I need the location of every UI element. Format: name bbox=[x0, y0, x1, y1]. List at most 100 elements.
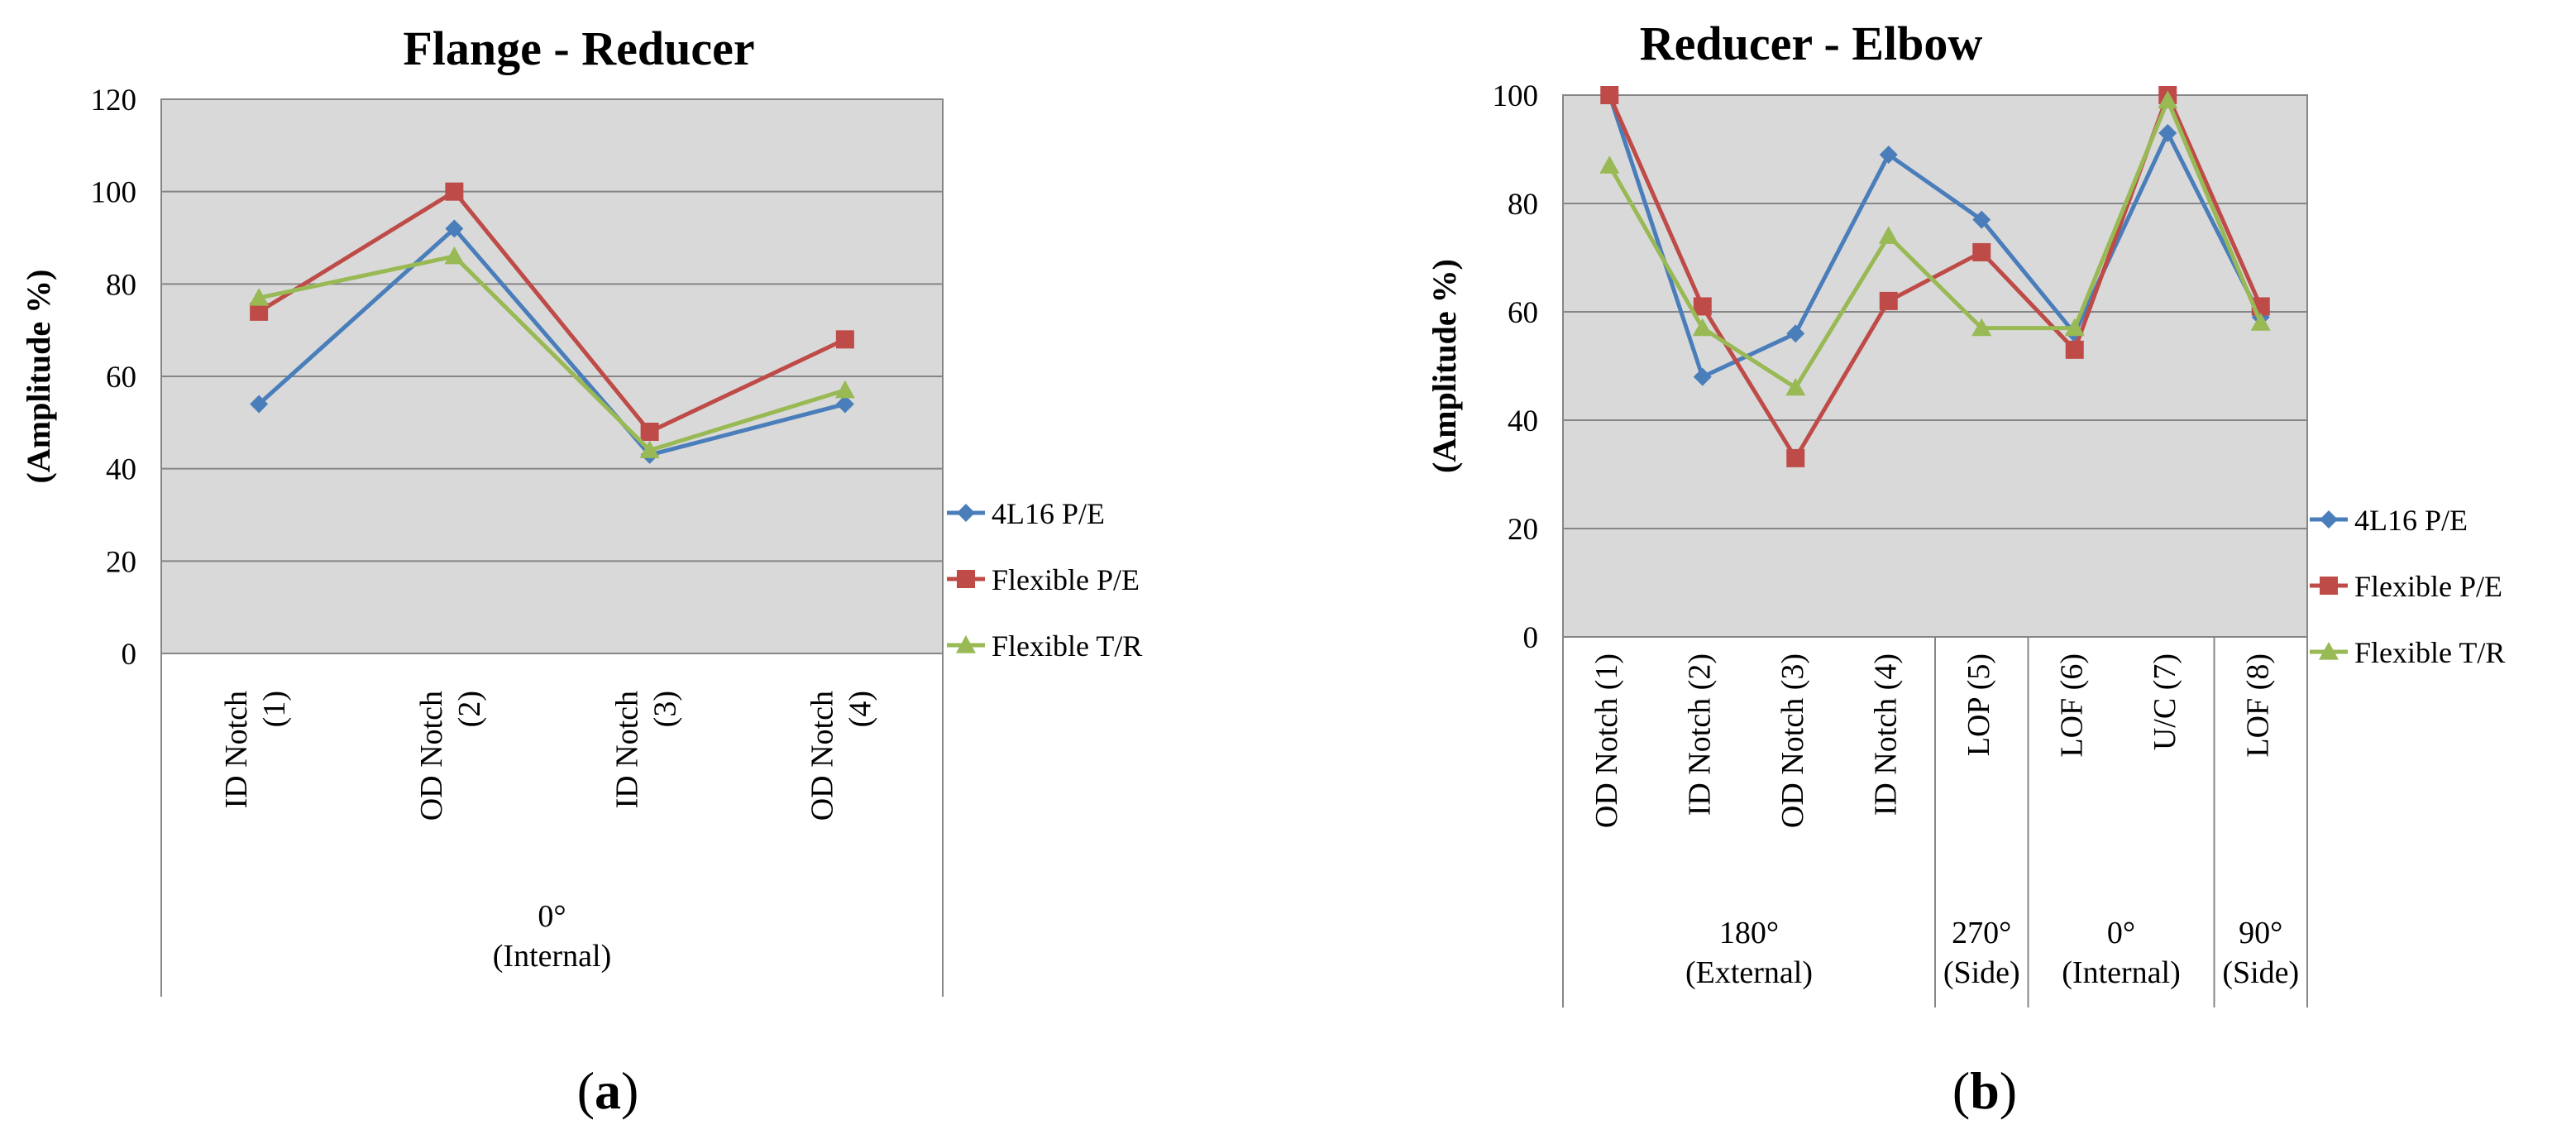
series-line bbox=[1608, 98, 2263, 390]
category-label: (3) bbox=[648, 691, 682, 727]
y-tick-label: 20 bbox=[1508, 513, 1538, 547]
panel-label-part: ) bbox=[2000, 1061, 2017, 1120]
y-tick-label: 0 bbox=[122, 638, 137, 672]
data-point bbox=[250, 302, 269, 321]
data-point bbox=[1972, 210, 1991, 229]
group-label: 90° bbox=[2239, 916, 2282, 950]
data-point bbox=[835, 330, 854, 349]
y-tick-label: 60 bbox=[106, 361, 136, 395]
y-tick-label: 20 bbox=[106, 545, 136, 579]
y-axis-title: (Amplitude %) bbox=[20, 270, 57, 484]
legend-label: 4L16 P/E bbox=[2354, 504, 2468, 537]
data-point bbox=[1879, 146, 1898, 165]
chart-title: Reducer - Elbow bbox=[1640, 17, 1983, 70]
legend-marker bbox=[957, 504, 975, 522]
group-label: 0° bbox=[2107, 916, 2135, 950]
category-label: LOF (8) bbox=[2240, 653, 2275, 758]
y-tick-label: 100 bbox=[91, 176, 137, 210]
legend-label: Flexible T/R bbox=[992, 629, 1142, 663]
data-point bbox=[2158, 123, 2177, 142]
group-label: (External) bbox=[1685, 955, 1813, 990]
data-point bbox=[1600, 86, 1619, 104]
series-line bbox=[257, 226, 846, 457]
y-tick-label: 100 bbox=[1493, 79, 1539, 113]
panel-label-part: ( bbox=[577, 1061, 595, 1120]
y-tick-label: 60 bbox=[1508, 296, 1538, 330]
data-point bbox=[835, 395, 854, 414]
chart-flange-reducer: 0 20 40 60 80 100 120 Flange - Reducer (Amplitud… bbox=[20, 22, 1142, 1120]
data-point bbox=[1785, 377, 1806, 396]
legend-marker bbox=[957, 570, 975, 588]
legend-label: Flexible T/R bbox=[2354, 636, 2505, 669]
series-line bbox=[258, 254, 846, 452]
legend-marker bbox=[2319, 642, 2339, 660]
group-label: (Side) bbox=[1943, 955, 2020, 990]
group-label: (Internal) bbox=[2062, 955, 2180, 990]
data-point bbox=[1692, 318, 1713, 337]
chart-reducer-elbow: 0 20 40 60 80 100 Reducer - Elbow (Amplitude %)… bbox=[1426, 17, 2505, 1120]
y-tick-label: 120 bbox=[91, 84, 137, 117]
data-point bbox=[1786, 448, 1805, 467]
y-tick-label: 0 bbox=[1523, 621, 1539, 655]
group-label: (Side) bbox=[2222, 955, 2299, 990]
data-point bbox=[249, 288, 270, 306]
category-label: ID Notch bbox=[219, 691, 254, 808]
category-label: (2) bbox=[452, 691, 487, 727]
category-label: LOF (6) bbox=[2054, 653, 2089, 758]
data-point bbox=[445, 182, 464, 201]
legend-label: Flexible P/E bbox=[992, 563, 1140, 596]
panel-label-part: ) bbox=[621, 1061, 638, 1120]
legend-marker bbox=[2320, 577, 2338, 595]
legend-marker bbox=[956, 635, 976, 653]
category-label: (4) bbox=[844, 691, 878, 727]
y-tick-label: 40 bbox=[106, 453, 136, 487]
panel-label: (b) bbox=[1952, 1061, 2017, 1120]
y-tick-label: 40 bbox=[1508, 404, 1538, 438]
data-point bbox=[639, 440, 660, 458]
panel-label-part: a bbox=[595, 1061, 621, 1120]
panel-label-part: b bbox=[1970, 1061, 2000, 1120]
category-label: ID Notch (2) bbox=[1682, 653, 1717, 816]
data-point bbox=[2250, 313, 2271, 331]
category-label: OD Notch bbox=[414, 691, 449, 821]
category-label: LOP (5) bbox=[1962, 653, 1996, 756]
category-label: U/C (7) bbox=[2148, 653, 2182, 750]
series-line bbox=[1607, 94, 2263, 380]
chart-title: Flange - Reducer bbox=[403, 22, 754, 75]
y-tick-label: 80 bbox=[1508, 188, 1538, 222]
group-label: (Internal) bbox=[493, 939, 611, 974]
series-line bbox=[257, 189, 846, 434]
data-point bbox=[2064, 318, 2085, 337]
data-point bbox=[640, 423, 659, 441]
group-label: 0° bbox=[538, 899, 566, 934]
data-point bbox=[1972, 242, 1991, 261]
data-point bbox=[1693, 367, 1712, 386]
category-label: (1) bbox=[257, 691, 292, 727]
data-point bbox=[2065, 340, 2084, 359]
category-label: OD Notch (1) bbox=[1589, 653, 1624, 828]
group-label: 270° bbox=[1952, 916, 2011, 950]
data-point bbox=[1878, 226, 1899, 244]
y-tick-label: 80 bbox=[106, 268, 136, 302]
data-point bbox=[834, 380, 855, 399]
legend-marker bbox=[2320, 510, 2338, 529]
y-axis-title: (Amplitude %) bbox=[1426, 259, 1463, 473]
category-label: ID Notch (4) bbox=[1868, 653, 1903, 816]
category-label: OD Notch bbox=[805, 691, 840, 821]
panel-label: (a) bbox=[577, 1061, 639, 1120]
data-point bbox=[1599, 156, 1620, 174]
legend-label: Flexible P/E bbox=[2354, 570, 2502, 603]
plot-area bbox=[1562, 94, 2308, 638]
data-point bbox=[444, 246, 465, 265]
data-point bbox=[2158, 90, 2178, 109]
category-label: ID Notch bbox=[609, 691, 644, 808]
data-point bbox=[1879, 291, 1898, 310]
data-point bbox=[445, 219, 464, 238]
group-label: 180° bbox=[1719, 916, 1779, 950]
data-point bbox=[1693, 297, 1712, 316]
legend-label: 4L16 P/E bbox=[992, 497, 1105, 530]
data-point bbox=[1971, 318, 1992, 337]
data-point bbox=[1786, 324, 1805, 343]
category-label: OD Notch (3) bbox=[1775, 653, 1810, 828]
